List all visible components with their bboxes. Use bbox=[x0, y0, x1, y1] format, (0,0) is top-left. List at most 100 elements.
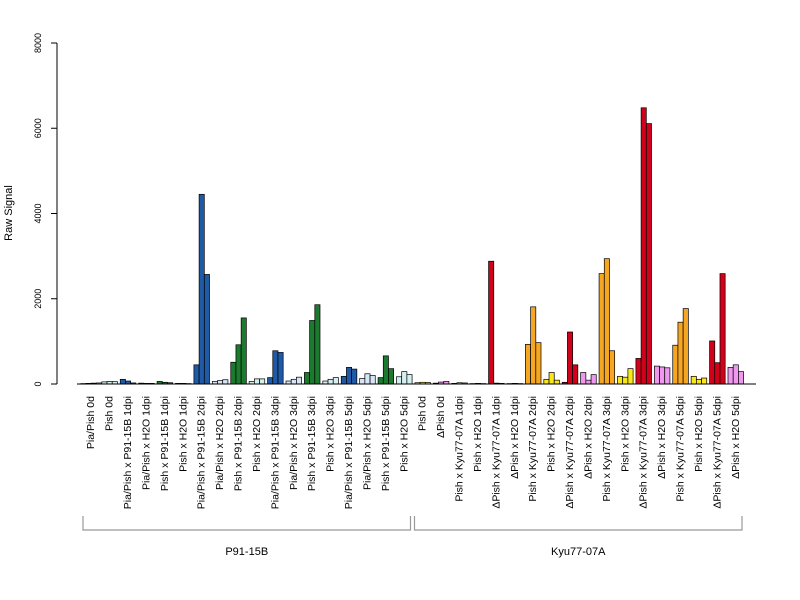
x-tick-label: Pish x P91-15B 3dpi bbox=[306, 396, 318, 491]
bar bbox=[572, 364, 579, 385]
y-axis: 0 2000 4000 6000 8000 bbox=[33, 33, 58, 387]
bar bbox=[488, 260, 495, 385]
bar bbox=[309, 320, 316, 385]
bar bbox=[272, 350, 279, 385]
bar bbox=[664, 367, 671, 385]
bar bbox=[388, 368, 395, 385]
bar bbox=[314, 304, 321, 385]
bar-group bbox=[617, 368, 634, 385]
bar bbox=[603, 258, 610, 385]
bar-group bbox=[230, 317, 247, 385]
x-tick-label: Pish x H2O 3dpi bbox=[325, 396, 337, 472]
bar bbox=[548, 372, 555, 385]
bar-group bbox=[322, 377, 339, 385]
bar bbox=[359, 378, 366, 385]
x-tick-label: Pish x P91-15B 2dpi bbox=[233, 396, 245, 491]
x-tick-label: Pish 0d bbox=[417, 396, 429, 431]
category-labels: Pia/Pish 0d Pish 0d Pia/Pish x P91-15B 1dp… bbox=[85, 396, 742, 509]
bar bbox=[553, 379, 560, 385]
bar bbox=[635, 358, 642, 385]
bar bbox=[340, 375, 347, 385]
x-tick-label: Pish x H2O 5dpi bbox=[693, 396, 705, 472]
x-tick-label: Pia/Pish x P91-15B 1dpi bbox=[122, 396, 134, 509]
group-bracket: P91-15B bbox=[82, 516, 412, 558]
bar bbox=[230, 361, 237, 385]
x-tick-label: Pia/Pish x H2O 2dpi bbox=[214, 396, 226, 490]
bar bbox=[640, 107, 647, 385]
bar-group bbox=[635, 107, 652, 385]
x-tick-label: Pish x H2O 1dpi bbox=[177, 396, 189, 472]
bar-group bbox=[340, 367, 358, 385]
x-tick-label: Pia/Pish x H2O 5dpi bbox=[361, 396, 373, 490]
bar bbox=[645, 123, 652, 385]
group-label: Kyu77-07A bbox=[551, 546, 606, 558]
bar bbox=[222, 379, 229, 385]
bar bbox=[346, 367, 352, 385]
group-bracket-line bbox=[413, 516, 743, 531]
bar bbox=[396, 376, 403, 385]
group-label: P91-15B bbox=[225, 546, 268, 558]
bar-group bbox=[598, 258, 616, 385]
x-tick-label: ΔPish x H2O 2dpi bbox=[582, 396, 594, 479]
x-tick-label: Pia/Pish x H2O 1dpi bbox=[140, 396, 152, 490]
bar bbox=[535, 342, 542, 385]
y-tick-label: 0 bbox=[33, 381, 43, 386]
group-bracket-line bbox=[82, 516, 412, 531]
x-tick-label: Pish x H2O 1dpi bbox=[472, 396, 484, 472]
y-tick-label: 4000 bbox=[33, 203, 43, 223]
bar bbox=[254, 378, 260, 385]
x-tick-label: Pia/Pish x P91-15B 3dpi bbox=[269, 396, 281, 509]
bar bbox=[369, 375, 376, 385]
bar-group bbox=[727, 364, 744, 385]
x-tick-label: ΔPish x Kyu77-07A 1dpi bbox=[490, 396, 502, 509]
y-tick-label: 8000 bbox=[33, 33, 43, 53]
bar bbox=[401, 371, 408, 385]
bar bbox=[530, 306, 537, 385]
y-tick-label: 2000 bbox=[33, 289, 43, 309]
bar bbox=[304, 372, 310, 385]
bar-group bbox=[561, 331, 579, 385]
bar bbox=[585, 379, 592, 385]
bar bbox=[267, 377, 274, 385]
bar-group bbox=[359, 373, 376, 385]
bar bbox=[714, 362, 721, 385]
bar bbox=[682, 308, 689, 385]
bar-group bbox=[285, 376, 302, 385]
x-tick-label: Pish x P91-15B 1dpi bbox=[159, 396, 171, 491]
x-tick-label: Pish x P91-15B 5dpi bbox=[380, 396, 392, 491]
x-tick-label: Pish x H2O 5dpi bbox=[398, 396, 410, 472]
x-tick-label: ΔPish x Kyu77-07A 2dpi bbox=[564, 396, 576, 509]
bar bbox=[277, 352, 284, 385]
bar bbox=[738, 371, 744, 385]
bar bbox=[406, 374, 413, 385]
x-tick-label: ΔPish x H2O 1dpi bbox=[509, 396, 521, 479]
bar bbox=[235, 344, 242, 385]
bar bbox=[259, 378, 266, 385]
bar bbox=[332, 377, 339, 385]
x-tick-label: Pish x H2O 2dpi bbox=[251, 396, 263, 472]
y-axis-title: Raw Signal bbox=[3, 185, 15, 241]
x-tick-label: Pish x H2O 3dpi bbox=[619, 396, 631, 472]
bar bbox=[377, 377, 384, 385]
bar bbox=[290, 378, 297, 385]
x-tick-label: Pia/Pish x P91-15B 2dpi bbox=[196, 396, 208, 509]
y-tick-label: 6000 bbox=[33, 118, 43, 138]
x-tick-label: ΔPish 0d bbox=[435, 396, 447, 438]
bar-group bbox=[580, 372, 597, 385]
x-tick-label: Pish x Kyu77-07A 3dpi bbox=[601, 396, 613, 502]
x-tick-label: Pia/Pish x H2O 3dpi bbox=[288, 396, 300, 490]
bar-group bbox=[156, 381, 174, 385]
x-tick-label: ΔPish x H2O 5dpi bbox=[730, 396, 742, 479]
bar bbox=[351, 368, 358, 385]
x-tick-label: ΔPish x H2O 3dpi bbox=[656, 396, 668, 479]
bar bbox=[203, 274, 210, 385]
bar-group bbox=[119, 378, 137, 385]
x-tick-label: Pia/Pish 0d bbox=[85, 396, 97, 449]
bar bbox=[609, 350, 616, 385]
bar bbox=[690, 375, 697, 385]
bar bbox=[732, 364, 739, 385]
x-tick-label: Pish x Kyu77-07A 5dpi bbox=[675, 396, 687, 502]
bar bbox=[327, 378, 334, 385]
bar bbox=[198, 193, 205, 385]
